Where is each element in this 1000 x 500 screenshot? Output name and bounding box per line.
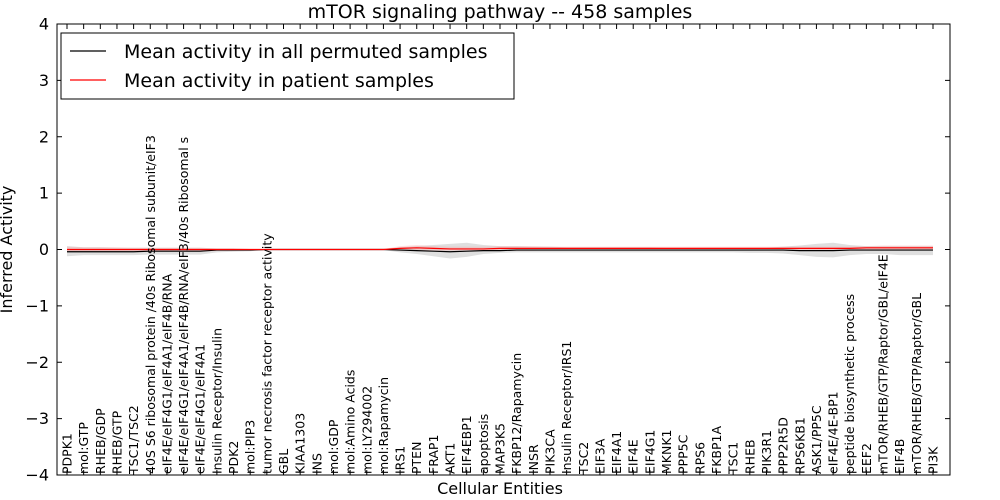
xtick-label-12: tumor necrosis factor receptor activity — [259, 233, 274, 474]
xtick-label-47: peptide biosynthetic process — [842, 294, 857, 474]
y-axis-label: Inferred Activity — [0, 186, 16, 314]
xtick-label-17: mol:Amino Acids — [343, 370, 358, 474]
ytick-label-6: 2 — [39, 127, 49, 146]
xtick-label-37: PPP5C — [676, 434, 691, 474]
xtick-label-50: EIF4B — [892, 439, 907, 474]
xtick-label-46: eIF4E/4E-BP1 — [826, 391, 841, 474]
xtick-label-40: TSC1 — [726, 442, 741, 475]
xtick-label-21: PTEN — [409, 442, 424, 474]
xtick-label-39: FKBP1A — [709, 426, 724, 474]
xtick-label-43: PPP2R5D — [776, 417, 791, 474]
xtick-label-35: EIF4G1 — [642, 430, 657, 474]
xtick-label-38: RPS6 — [692, 442, 707, 474]
ytick-label-2: −2 — [25, 353, 49, 372]
xtick-label-22: FRAP1 — [426, 435, 441, 474]
x-axis-label: Cellular Entities — [437, 479, 563, 498]
xtick-label-28: INSR — [526, 444, 541, 474]
xtick-label-25: apoptosis — [476, 414, 491, 474]
xtick-label-19: mol:Rapamycin — [376, 377, 391, 474]
xtick-label-3: RHEB/GTP — [109, 410, 124, 474]
xtick-label-20: IRS1 — [393, 446, 408, 474]
xtick-label-26: MAP3K5 — [493, 423, 508, 474]
y-axis-ticks: −4 −3 −2 −1 0 1 2 3 4 — [25, 15, 950, 485]
xtick-label-5: 40S S6 ribosomal protein /40s Ribosomal … — [143, 135, 158, 474]
xtick-label-4: TSC1/TSC2 — [126, 405, 141, 475]
xtick-label-34: EIF4E — [626, 439, 641, 474]
xtick-label-32: EIF3A — [592, 438, 607, 474]
xtick-label-15: INS — [309, 453, 324, 474]
series-line-0 — [67, 248, 933, 253]
x-axis-ticks: PDPK1 mol:GTP RHEB/GDP RHEB/GTP TSC1/TSC2 40S… — [60, 24, 941, 475]
xtick-label-14: KIAA1303 — [293, 413, 308, 474]
legend-label-permuted: Mean activity in all permuted samples — [124, 41, 487, 63]
series-line-1 — [67, 247, 933, 251]
ytick-label-4: 0 — [39, 240, 49, 259]
xtick-label-16: mol:GDP — [326, 419, 341, 474]
ytick-label-1: −3 — [25, 409, 49, 428]
xtick-label-31: TSC2 — [576, 442, 591, 475]
xtick-label-33: EIF4A1 — [609, 431, 624, 474]
xtick-label-10: PDK2 — [226, 441, 241, 474]
xtick-label-1: mol:GTP — [76, 422, 91, 474]
xtick-label-51: mTOR/RHEB/GTP/Raptor/GBL — [909, 293, 924, 474]
xtick-label-41: RHEB — [742, 439, 757, 474]
xtick-label-24: EIF4EBP1 — [459, 415, 474, 474]
xtick-label-36: MKNK1 — [659, 430, 674, 474]
xtick-label-6: eIF4E/eIF4G1/eIF4A1/eIF4B/RNA — [159, 273, 174, 474]
chart-title: mTOR signaling pathway -- 458 samples — [308, 1, 693, 23]
ytick-label-5: 1 — [39, 184, 49, 203]
xtick-label-48: EEF2 — [859, 443, 874, 474]
xtick-label-29: PIK3CA — [542, 429, 557, 474]
xtick-label-2: RHEB/GDP — [93, 408, 108, 474]
xtick-label-11: mol:PIP3 — [243, 420, 258, 474]
ytick-label-7: 3 — [39, 71, 49, 90]
ytick-label-0: −4 — [25, 466, 49, 485]
legend-box — [60, 32, 515, 100]
xtick-label-23: AKT1 — [443, 443, 458, 474]
series-lines — [67, 247, 933, 253]
legend: Mean activity in all permuted samples Me… — [60, 32, 515, 100]
xtick-label-13: GBL — [276, 449, 291, 474]
xtick-label-45: ASK1/PP5C — [809, 405, 824, 474]
xtick-label-52: PI3K — [926, 446, 941, 474]
xtick-label-7: eIF4E/eIF4G1/eIF4A1/eIF4B/RNA/eIF3/40s R… — [176, 137, 191, 474]
xtick-label-0: PDPK1 — [60, 433, 75, 474]
xtick-label-49: mTOR/RHEB/GTP/Raptor/GBL/eIF4E — [876, 254, 891, 474]
ytick-label-3: −1 — [25, 296, 49, 315]
xtick-label-18: mol:LY294002 — [359, 386, 374, 474]
xtick-label-27: FKBP12/Rapamycin — [509, 353, 524, 474]
xtick-label-44: RPS6KB1 — [792, 417, 807, 474]
legend-label-patient: Mean activity in patient samples — [124, 70, 434, 92]
xtick-label-9: Insulin Receptor/Insulin — [209, 328, 224, 474]
ytick-label-8: 4 — [39, 15, 49, 34]
xtick-label-30: Insulin Receptor/IRS1 — [559, 341, 574, 474]
xtick-label-42: PIK3R1 — [759, 430, 774, 474]
xtick-label-8: eIF4E/eIF4G1/eIF4A1 — [193, 344, 208, 474]
